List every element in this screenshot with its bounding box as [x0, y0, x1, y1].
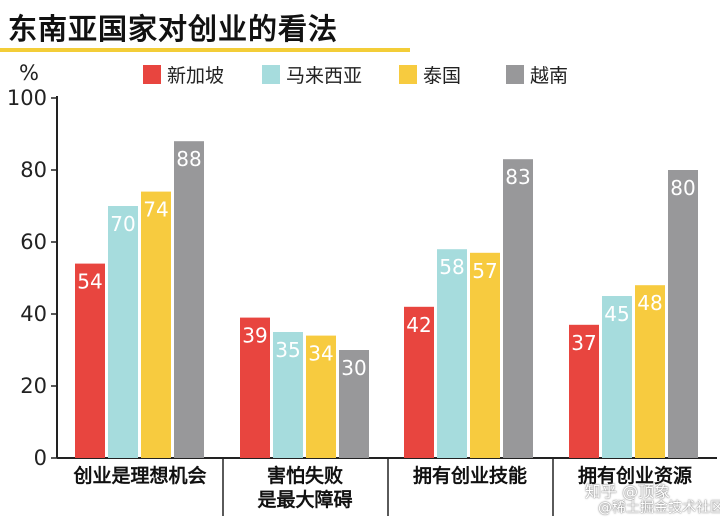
- y-tick-label: 100: [7, 86, 47, 110]
- bar: [404, 306, 434, 458]
- legend-label: 马来西亚: [286, 65, 362, 87]
- y-tick-label: 40: [20, 302, 47, 326]
- x-category-label: 是最大障碍: [257, 488, 352, 511]
- bar-data-label: 70: [110, 212, 135, 236]
- bar-data-label: 48: [637, 291, 662, 315]
- bar: [75, 263, 105, 458]
- bar-data-label: 88: [176, 147, 201, 171]
- bar: [306, 335, 336, 458]
- bar-data-label: 45: [604, 302, 629, 326]
- bar-data-label: 83: [505, 165, 530, 189]
- bar: [503, 159, 533, 458]
- y-tick-label: 0: [34, 446, 47, 470]
- bar-data-label: 37: [571, 331, 596, 355]
- legend-label: 越南: [530, 65, 568, 87]
- bar-data-label: 30: [341, 356, 366, 380]
- legend-swatch: [399, 65, 417, 84]
- bar: [602, 296, 632, 458]
- bar-data-label: 34: [308, 342, 333, 366]
- x-category-label: 拥有创业资源: [578, 464, 692, 487]
- bar-data-label: 42: [406, 313, 431, 337]
- legend-label: 新加坡: [167, 65, 224, 87]
- y-tick-label: 60: [20, 230, 47, 254]
- legend-label: 泰国: [423, 65, 461, 87]
- bar-data-label: 80: [670, 176, 695, 200]
- bar: [569, 324, 599, 458]
- title-underline: [0, 48, 410, 52]
- watermark: 知乎 @顶象: [585, 482, 671, 501]
- legend-swatch: [262, 65, 280, 84]
- bar: [108, 206, 138, 458]
- bar: [437, 249, 467, 458]
- x-category-label: 害怕失败: [267, 464, 343, 487]
- x-category-label: 拥有创业技能: [413, 464, 527, 487]
- watermark-secondary: @稀土掘金技术社区: [598, 500, 720, 516]
- legend-swatch: [506, 65, 524, 84]
- y-tick-label: 80: [20, 158, 47, 182]
- y-axis-unit-label: %: [19, 61, 39, 85]
- bar: [240, 317, 270, 458]
- bar: [635, 285, 665, 458]
- bar-data-label: 35: [275, 338, 300, 362]
- bar: [141, 191, 171, 458]
- bar: [470, 252, 500, 458]
- bar: [174, 141, 204, 458]
- bar: [273, 332, 303, 458]
- x-category-label: 创业是理想机会: [72, 464, 206, 487]
- bar-data-label: 74: [143, 198, 168, 222]
- bar: [668, 170, 698, 458]
- y-tick-label: 20: [20, 374, 47, 398]
- bar-data-label: 54: [77, 270, 102, 294]
- bar: [339, 350, 369, 458]
- bar-data-label: 58: [439, 255, 464, 279]
- chart-title: 东南亚国家对创业的看法: [8, 12, 339, 46]
- legend-swatch: [143, 65, 161, 84]
- bar-data-label: 57: [472, 259, 497, 283]
- bar-data-label: 39: [242, 324, 267, 348]
